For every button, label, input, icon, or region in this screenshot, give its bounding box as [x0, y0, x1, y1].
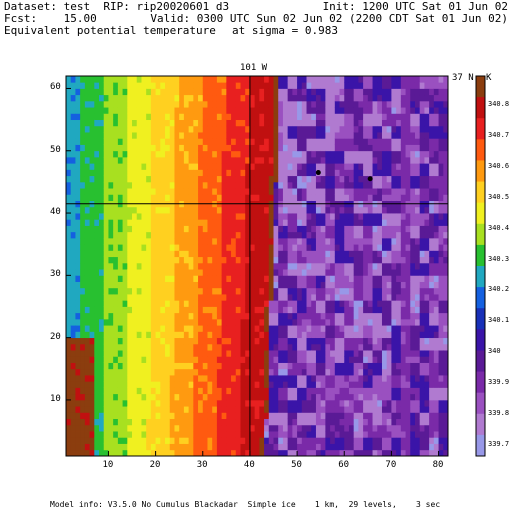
colorbar-frame	[475, 75, 486, 457]
dataset-label: Dataset: test RIP: rip20020601 d3	[4, 0, 230, 13]
colorbar-label: 339.7	[488, 440, 510, 448]
meridian-label: 101 W	[240, 63, 268, 73]
station-marker	[315, 170, 321, 176]
colorbar-label: 340.8	[488, 100, 510, 108]
equivalent-potential-temperature-field	[66, 76, 449, 457]
valid-time-label: Valid: 0300 UTC Sun 02 Jun 02 (2200 CDT …	[150, 12, 508, 25]
colorbar-label: 340.2	[488, 285, 510, 294]
colorbar-swatch	[476, 139, 485, 161]
reference-lines	[66, 76, 448, 456]
colorbar-label: 340.1	[488, 316, 510, 325]
colorbar-label: 340.5	[488, 192, 510, 201]
colorbar-swatch	[476, 434, 485, 457]
x-tick-label: 70	[385, 460, 397, 470]
colorbar	[475, 75, 486, 457]
x-tick-label: 50	[291, 460, 302, 470]
model-info-footer: Model info: V3.5.0 No Cumulus Blackadar …	[50, 500, 441, 509]
colorbar-label: 339.8	[488, 409, 510, 418]
colorbar-swatch	[476, 392, 485, 415]
colorbar-swatch	[476, 413, 485, 436]
x-tick-label: 20	[149, 460, 161, 470]
colorbar-swatch	[476, 76, 485, 98]
colorbar-label: 340.6	[488, 161, 510, 170]
x-tick-label: 30	[196, 460, 208, 470]
colorbar-swatch	[476, 244, 485, 267]
colorbar-swatch	[476, 202, 485, 225]
x-tick-label: 40	[243, 460, 255, 470]
colorbar-swatch	[476, 266, 485, 288]
y-tick-label: 30	[50, 269, 61, 280]
colorbar-label: 340	[488, 347, 501, 356]
forecast-hour-label: Fcst: 15.00	[4, 12, 97, 25]
sigma-level-label: at sigma = 0.983	[232, 24, 338, 37]
x-tick-label: 60	[338, 460, 350, 470]
units-label: K	[486, 73, 492, 83]
colorbar-swatch	[476, 160, 485, 183]
colorbar-label: 340.7	[488, 130, 510, 139]
plot-frame	[65, 75, 449, 457]
colorbar-swatch	[476, 308, 485, 330]
init-time-label: Init: 1200 UTC Sat 01 Jun 02	[322, 0, 508, 13]
colorbar-label: 340.4	[488, 223, 510, 232]
colorbar-label: 340.3	[488, 254, 510, 263]
colorbar-swatch	[476, 287, 485, 309]
y-tick-label: 20	[50, 331, 61, 342]
field-name-label: Equivalent potential temperature	[4, 24, 216, 37]
x-tick-label: 10	[102, 460, 114, 470]
x-tick-label: 80	[432, 460, 444, 470]
colorbar-swatch	[476, 329, 485, 351]
colorbar-swatch	[476, 350, 485, 373]
parallel-label: 37 N	[452, 73, 474, 83]
colorbar-swatch	[476, 97, 485, 119]
station-marker	[367, 176, 373, 182]
y-tick-label: 10	[50, 393, 61, 404]
colorbar-label: 339.9	[488, 378, 510, 387]
axis-ticks	[66, 87, 440, 456]
y-tick-label: 50	[50, 144, 61, 155]
colorbar-swatch	[476, 118, 485, 140]
colorbar-swatch	[476, 223, 485, 246]
y-tick-label: 40	[50, 207, 61, 218]
colorbar-swatch	[476, 371, 485, 394]
y-tick-label: 60	[50, 82, 61, 93]
colorbar-swatch	[476, 181, 485, 204]
